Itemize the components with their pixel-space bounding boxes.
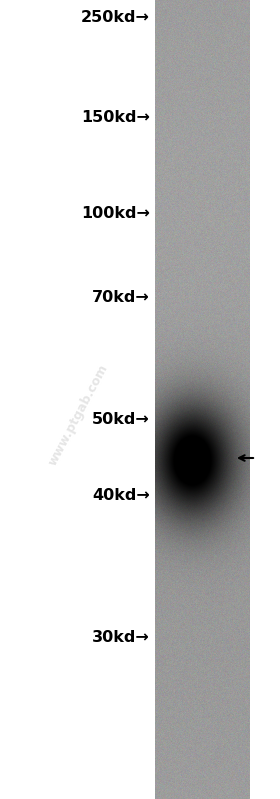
Text: 70kd→: 70kd→: [92, 291, 150, 305]
Text: 150kd→: 150kd→: [81, 110, 150, 125]
Text: 250kd→: 250kd→: [81, 10, 150, 26]
Text: 100kd→: 100kd→: [81, 205, 150, 221]
Text: 30kd→: 30kd→: [92, 630, 150, 645]
Text: 50kd→: 50kd→: [92, 412, 150, 427]
Text: www.ptgab.com: www.ptgab.com: [46, 363, 111, 468]
Text: 40kd→: 40kd→: [92, 488, 150, 503]
